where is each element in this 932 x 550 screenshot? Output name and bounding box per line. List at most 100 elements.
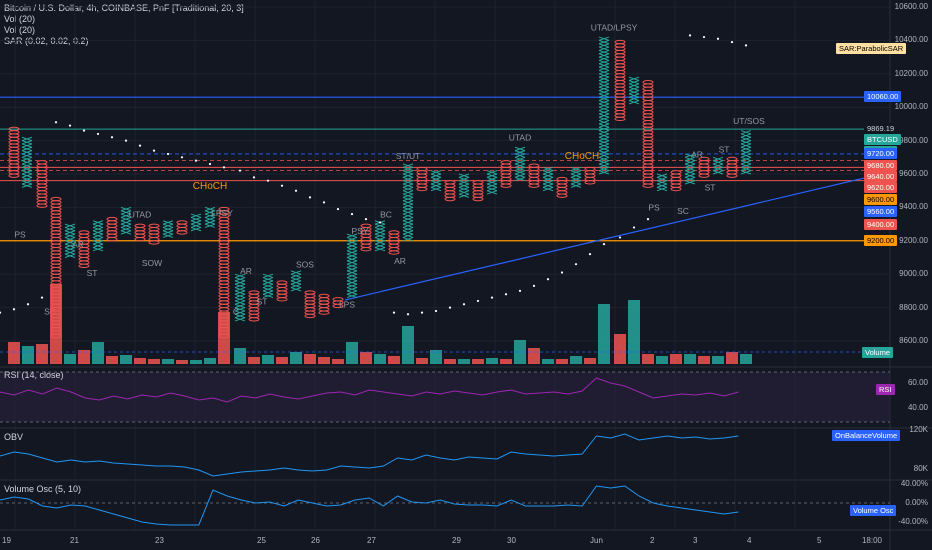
pnf-x-box bbox=[64, 233, 76, 238]
pnf-o-box bbox=[642, 166, 654, 172]
pnf-o-box bbox=[78, 253, 90, 259]
rsi-tag: RSI bbox=[876, 384, 895, 395]
indicator-vol-1[interactable]: Vol (20) bbox=[4, 14, 36, 24]
volume-bar bbox=[458, 359, 470, 364]
volume-bar bbox=[64, 354, 76, 364]
indicator-vol-2[interactable]: Vol (20) bbox=[4, 25, 36, 35]
pnf-o-box bbox=[218, 287, 230, 292]
pnf-o-box bbox=[36, 186, 48, 192]
pnf-o-box bbox=[134, 233, 146, 238]
pnf-x-box bbox=[598, 120, 610, 125]
pnf-x-box bbox=[402, 200, 414, 205]
pnf-x-box bbox=[598, 156, 610, 162]
pnf-o-box bbox=[614, 90, 626, 95]
indicator-sar[interactable]: SAR (0.02, 0.02, 0.2) bbox=[4, 36, 89, 46]
pnf-o-box bbox=[218, 260, 230, 265]
pnf-o-box bbox=[388, 230, 400, 235]
pnf-o-box bbox=[614, 49, 626, 55]
price-tag: BTCUSD bbox=[864, 134, 901, 145]
volume-bar bbox=[388, 356, 400, 364]
pnf-o-box bbox=[218, 246, 230, 252]
pnf-x-box bbox=[598, 93, 610, 98]
pnf-o-box bbox=[332, 297, 344, 302]
sar-dot bbox=[124, 139, 128, 142]
pnf-x-box bbox=[598, 140, 610, 145]
volume-bar bbox=[360, 352, 372, 364]
sar-dot bbox=[434, 309, 438, 313]
pnf-o-box bbox=[528, 176, 540, 182]
pnf-o-box bbox=[276, 290, 288, 295]
price-axis-label: 9000.00 bbox=[899, 269, 928, 279]
pnf-x-box bbox=[346, 293, 358, 299]
wyckoff-label-st: ST bbox=[705, 183, 716, 193]
pnf-x-box bbox=[598, 123, 610, 128]
pnf-x-box bbox=[21, 166, 33, 172]
pnf-x-box bbox=[262, 283, 274, 289]
pnf-o-box bbox=[556, 176, 568, 182]
vosc-axis-label: -40.00% bbox=[898, 517, 928, 526]
pnf-x-box bbox=[486, 180, 498, 185]
pnf-o-box bbox=[360, 240, 372, 245]
pnf-o-box bbox=[556, 183, 568, 188]
pnf-o-box bbox=[304, 293, 316, 299]
pnf-o-box bbox=[444, 183, 456, 188]
pnf-x-box bbox=[290, 280, 302, 285]
pnf-x-box bbox=[458, 190, 470, 195]
sar-dot bbox=[266, 179, 270, 182]
wyckoff-label-st: ST bbox=[257, 296, 268, 306]
symbol-title[interactable]: Bitcoin / U.S. Dollar, 4h, COINBASE, PnF… bbox=[4, 3, 244, 13]
pnf-x-box bbox=[64, 243, 76, 248]
pnf-o-box bbox=[614, 46, 626, 51]
pnf-o-box bbox=[218, 257, 230, 262]
pnf-x-box bbox=[204, 223, 216, 228]
pnf-x-box bbox=[234, 307, 246, 312]
pnf-x-box bbox=[346, 290, 358, 295]
pnf-o-box bbox=[36, 176, 48, 182]
pnf-o-box bbox=[276, 297, 288, 302]
pnf-x-box bbox=[598, 100, 610, 105]
pnf-x-box bbox=[402, 220, 414, 225]
time-axis-label: 3 bbox=[693, 536, 698, 545]
volume-bar bbox=[486, 358, 498, 364]
pnf-x-box bbox=[514, 156, 526, 162]
sar-dot bbox=[252, 176, 256, 179]
pnf-o-box bbox=[36, 163, 48, 168]
pnf-o-box bbox=[642, 110, 654, 115]
pnf-x-box bbox=[542, 166, 554, 172]
volume-bar bbox=[162, 359, 174, 364]
pnf-o-box bbox=[584, 170, 596, 175]
volume-bar bbox=[684, 354, 696, 364]
pnf-x-box bbox=[598, 56, 610, 61]
vosc-title[interactable]: Volume Osc (5, 10) bbox=[4, 484, 82, 494]
volume-bar bbox=[248, 357, 260, 364]
pnf-x-box bbox=[92, 226, 104, 232]
pnf-x-box bbox=[656, 186, 668, 192]
obv-title[interactable]: OBV bbox=[4, 432, 24, 442]
pnf-o-box bbox=[176, 220, 188, 225]
pnf-o-box bbox=[50, 236, 62, 242]
pnf-o-box bbox=[642, 120, 654, 125]
rsi-title[interactable]: RSI (14, close) bbox=[4, 370, 64, 380]
pnf-x-box bbox=[120, 213, 132, 218]
pnf-x-box bbox=[486, 176, 498, 182]
pnf-o-box bbox=[318, 300, 330, 305]
pnf-x-box bbox=[740, 153, 752, 158]
pnf-o-box bbox=[614, 86, 626, 92]
pnf-x-box bbox=[542, 170, 554, 175]
pnf-x-box bbox=[684, 166, 696, 172]
time-axis-label: 19 bbox=[2, 536, 11, 545]
time-axis-label: 30 bbox=[507, 536, 516, 545]
sar-dot bbox=[222, 166, 226, 169]
pnf-x-box bbox=[162, 233, 174, 238]
pnf-x-box bbox=[458, 183, 470, 188]
volume-bar bbox=[416, 358, 428, 364]
wyckoff-label-sos: SOS bbox=[296, 260, 314, 270]
price-tag: 9200.00 bbox=[864, 235, 898, 246]
pnf-o-box bbox=[614, 73, 626, 78]
volume-bar bbox=[120, 355, 132, 364]
vosc-axis-label: 0.00% bbox=[905, 498, 928, 507]
pnf-o-box bbox=[148, 240, 160, 245]
pnf-o-box bbox=[642, 90, 654, 95]
pnf-x-box bbox=[402, 193, 414, 198]
